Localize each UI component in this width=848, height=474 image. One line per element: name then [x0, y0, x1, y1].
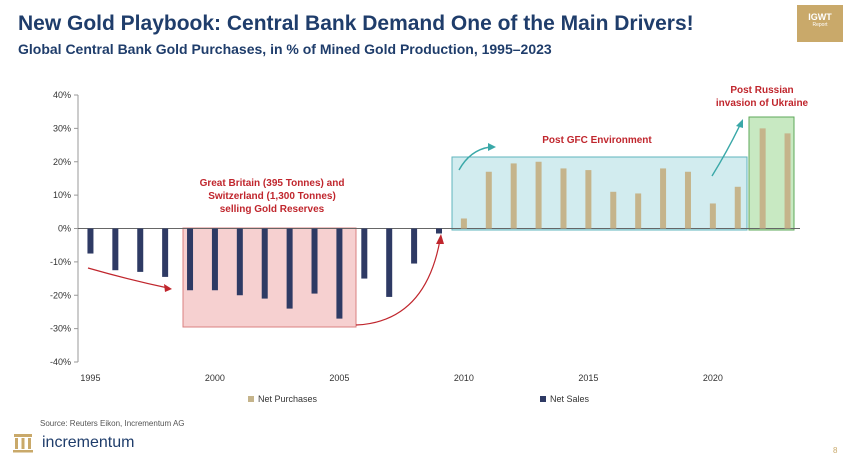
arrow-head-teal-rise [488, 143, 496, 151]
bar-net-purchases [784, 133, 791, 229]
arrow-teal-rise [458, 146, 491, 171]
bar-net-sales [411, 228, 418, 264]
brand-name: incrementum [42, 434, 135, 451]
bar-net-sales [311, 228, 318, 294]
annotation-post-russian-line1: Post Russian [730, 85, 793, 96]
x-tick-label: 2000 [205, 373, 225, 383]
annotation-gb-switzerland-line2: Switzerland (1,300 Tonnes) [208, 191, 336, 202]
x-tick-label: 2005 [329, 373, 349, 383]
bar-net-sales [236, 228, 243, 296]
bar-net-sales [137, 228, 144, 272]
annotation-gb-switzerland-line1: Great Britain (395 Tonnes) and [200, 178, 345, 189]
arrow-to-gb-box [87, 267, 169, 289]
legend-swatch-net-sales [540, 396, 546, 402]
annotation-gb-switzerland-line3: selling Gold Reserves [220, 204, 325, 215]
legend-swatch-net-purchases [248, 396, 254, 402]
highlight-box-gb-switzerland [182, 227, 357, 328]
annotation-post-russian-line2: invasion of Ukraine [716, 98, 809, 109]
bar-net-sales [187, 228, 194, 291]
badge-label: IGWT [808, 12, 832, 22]
bar-net-sales [87, 228, 94, 254]
source-note: Source: Reuters Eikon, Incrementum AG [40, 419, 185, 428]
bar-net-purchases [610, 191, 617, 229]
bar-net-purchases [485, 171, 492, 229]
bar-net-sales [162, 228, 169, 277]
y-tick-label: -30% [50, 324, 71, 334]
y-tick-label: -20% [50, 290, 71, 300]
x-tick-label: 2010 [454, 373, 474, 383]
arrow-to-post-gfc [355, 239, 441, 326]
bar-net-purchases [635, 193, 642, 229]
y-tick-label: -40% [50, 357, 71, 367]
bar-net-purchases [585, 170, 592, 229]
bar-net-sales [361, 228, 368, 279]
bar-net-sales [211, 228, 218, 291]
y-tick-label: 10% [53, 190, 71, 200]
bar-net-sales [436, 228, 442, 234]
bar-net-purchases [460, 218, 467, 229]
igwt-report-badge: IGWT Report [797, 5, 843, 42]
bar-net-sales [261, 228, 268, 299]
bar-net-purchases [560, 168, 567, 229]
brand: incrementum [12, 433, 134, 453]
chart-subtitle: Global Central Bank Gold Purchases, in %… [18, 41, 552, 57]
bar-net-purchases [535, 161, 542, 229]
bars [87, 128, 791, 319]
arrow-teal-ukraine [711, 124, 741, 177]
page-number: 8 [833, 446, 838, 455]
incrementum-logo-icon [13, 434, 33, 453]
y-tick-label: 0% [58, 224, 71, 234]
y-tick-label: -10% [50, 257, 71, 267]
arrow-head-post-gfc [436, 234, 444, 244]
bar-net-purchases [510, 163, 517, 229]
y-tick-label: 40% [53, 90, 71, 100]
arrow-head-teal-ukraine [736, 119, 743, 128]
x-tick-label: 2015 [578, 373, 598, 383]
badge-sublabel: Report [812, 21, 828, 28]
bar-net-purchases [759, 128, 766, 229]
bar-net-purchases [660, 168, 667, 229]
bar-net-sales [336, 228, 343, 319]
x-tick-label: 1995 [80, 373, 100, 383]
annotation-post-gfc: Post GFC Environment [542, 135, 652, 146]
bar-net-purchases [734, 186, 741, 229]
chart-title: New Gold Playbook: Central Bank Demand O… [18, 12, 694, 35]
arrow-head-gb-box [164, 284, 172, 292]
legend-label-net-purchases: Net Purchases [258, 394, 318, 404]
legend-label-net-sales: Net Sales [550, 394, 590, 404]
bar-net-purchases [684, 171, 691, 229]
bar-net-sales [286, 228, 293, 309]
bar-net-sales [386, 228, 393, 297]
highlight-box-post-gfc [451, 156, 748, 231]
bar-net-sales [112, 228, 119, 271]
x-tick-label: 2020 [703, 373, 723, 383]
y-tick-label: 30% [53, 123, 71, 133]
y-tick-label: 20% [53, 157, 71, 167]
bar-net-purchases [709, 203, 716, 229]
